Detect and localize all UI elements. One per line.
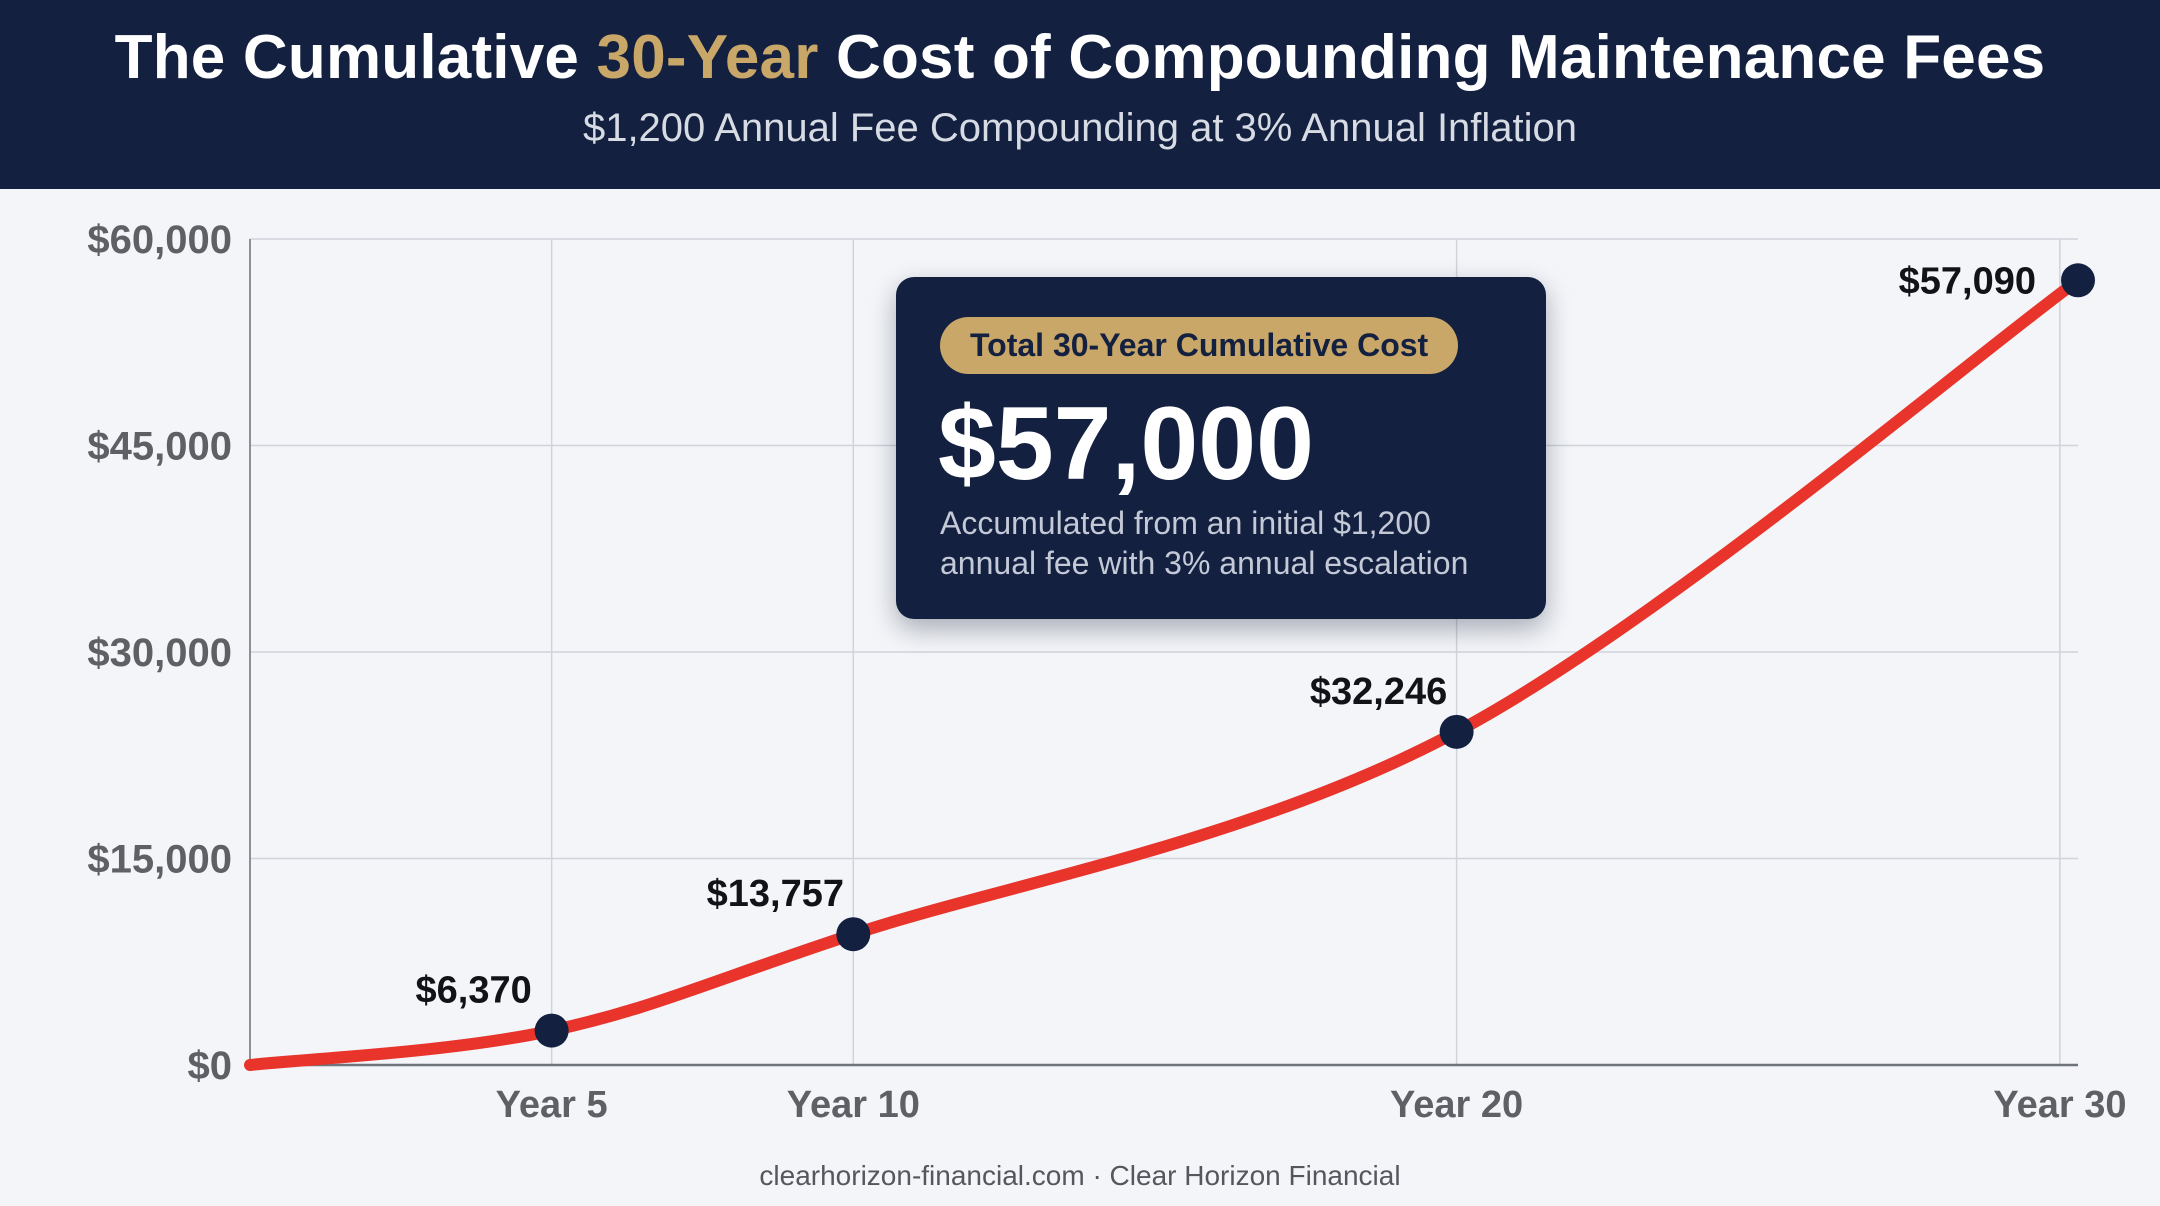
data-markers <box>534 263 2095 1048</box>
y-tick-label: $45,000 <box>87 425 232 469</box>
data-marker <box>534 1013 569 1048</box>
x-axis-ticks: Year 5 Year 10 Year 20 Year 30 <box>496 1084 2127 1126</box>
data-marker <box>1439 714 1474 749</box>
data-labels: $6,370 $13,757 $32,246 $57,090 <box>416 260 2036 1011</box>
data-label: $32,246 <box>1310 671 1447 713</box>
data-marker <box>2061 263 2095 298</box>
x-tick-label: Year 5 <box>496 1084 608 1126</box>
y-tick-label: $15,000 <box>87 838 232 882</box>
title-highlight: 30-Year <box>596 23 819 92</box>
x-tick-label: Year 10 <box>787 1084 920 1126</box>
data-label: $57,090 <box>1899 260 2036 302</box>
data-marker <box>836 917 871 952</box>
y-tick-label: $30,000 <box>87 631 232 675</box>
total-cost-callout: Total 30-Year Cumulative Cost $57,000 Ac… <box>896 277 1546 619</box>
y-tick-label: $0 <box>188 1044 233 1088</box>
chart-subtitle: $1,200 Annual Fee Compounding at 3% Annu… <box>582 106 1578 150</box>
y-axis-ticks: $0 $15,000 $30,000 $45,000 $60,000 <box>87 218 232 1088</box>
axes <box>249 239 2078 1067</box>
title-part-pre: The Cumulative <box>114 23 597 92</box>
callout-badge: Total 30-Year Cumulative Cost <box>940 317 1459 374</box>
chart-title: The Cumulative 30-Year Cost of Compoundi… <box>0 22 2160 93</box>
y-tick-label: $60,000 <box>87 218 232 262</box>
x-tick-label: Year 30 <box>1993 1084 2126 1126</box>
callout-description: Accumulated from an initial $1,200 annua… <box>940 505 1469 581</box>
callout-value: $57,000 <box>938 386 1314 502</box>
title-part-post: Cost of Compounding Maintenance Fees <box>818 23 2046 92</box>
data-label: $6,370 <box>416 970 532 1012</box>
series-line <box>244 274 2084 1071</box>
header-banner: The Cumulative 30-Year Cost of Compoundi… <box>0 0 2160 189</box>
source-footer: clearhorizon-financial.com · Clear Horiz… <box>759 1160 1401 1191</box>
data-label: $13,757 <box>707 873 844 915</box>
x-tick-label: Year 20 <box>1390 1084 1523 1126</box>
